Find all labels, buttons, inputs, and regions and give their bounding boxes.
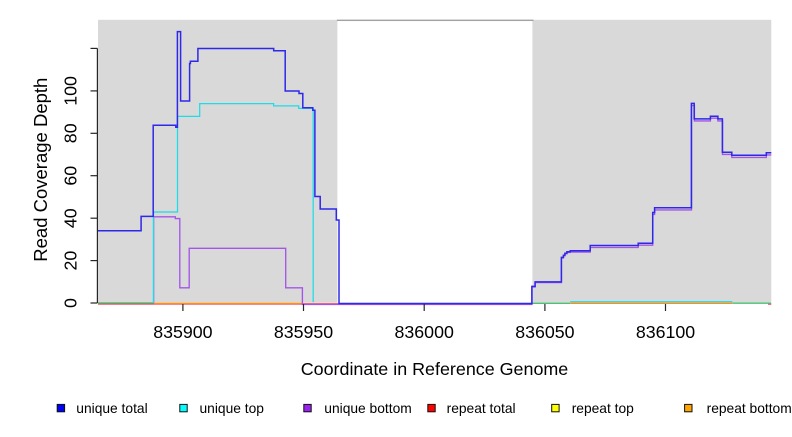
svg-text:20: 20 (61, 251, 81, 271)
svg-text:60: 60 (61, 166, 81, 186)
svg-text:835900: 835900 (153, 322, 212, 342)
svg-text:100: 100 (61, 76, 81, 106)
svg-text:unique bottom: unique bottom (324, 401, 411, 416)
svg-text:0: 0 (61, 298, 81, 308)
svg-text:80: 80 (61, 123, 81, 143)
svg-text:repeat bottom: repeat bottom (707, 401, 792, 416)
svg-text:835950: 835950 (274, 322, 333, 342)
svg-text:unique top: unique top (200, 401, 265, 416)
svg-text:repeat top: repeat top (572, 401, 634, 416)
svg-text:Read Coverage Depth: Read Coverage Depth (30, 78, 51, 262)
svg-text:836000: 836000 (395, 322, 454, 342)
svg-text:836050: 836050 (515, 322, 574, 342)
svg-text:unique total: unique total (76, 401, 147, 416)
svg-text:836100: 836100 (636, 322, 695, 342)
svg-text:repeat total: repeat total (447, 401, 516, 416)
svg-text:Coordinate in Reference Genome: Coordinate in Reference Genome (301, 359, 569, 379)
svg-text:40: 40 (61, 208, 81, 228)
